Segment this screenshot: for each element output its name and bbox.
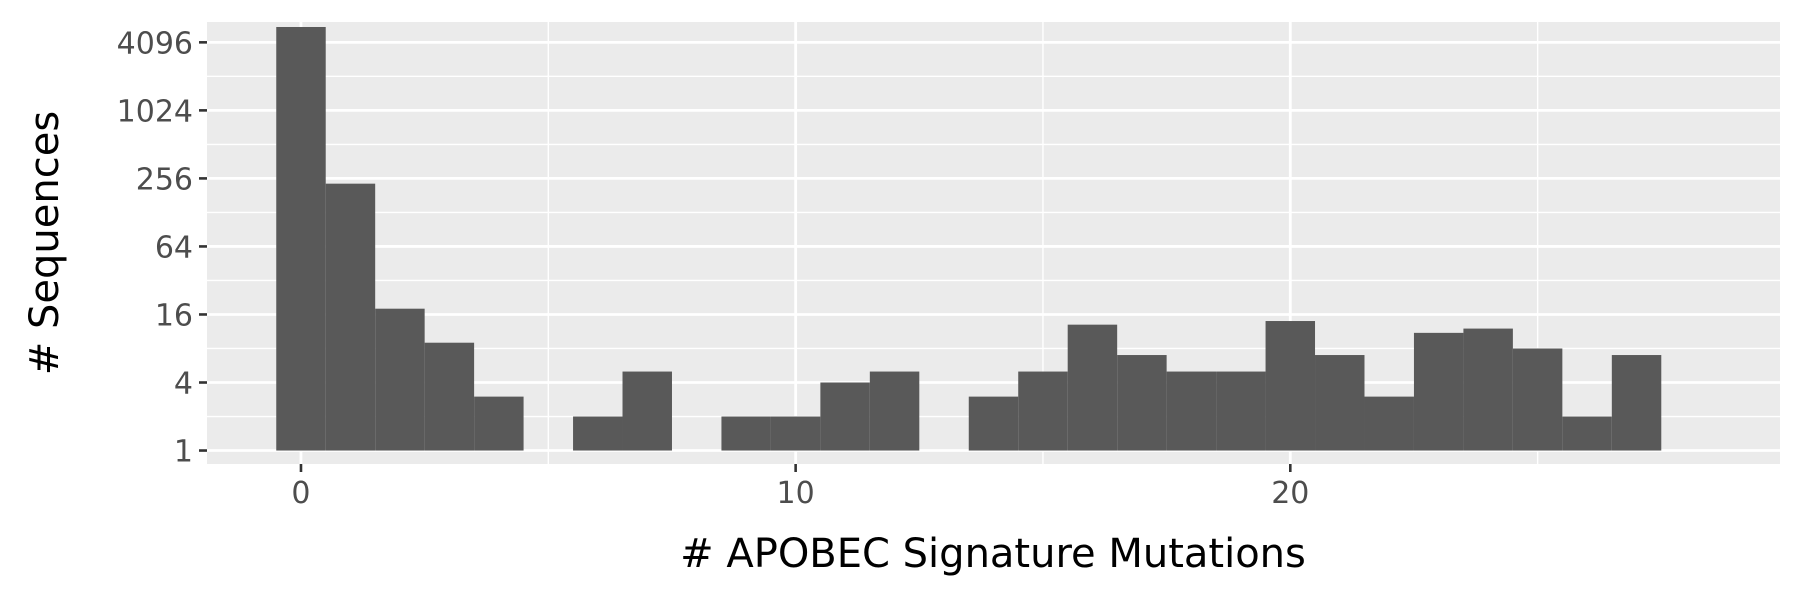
histogram-bar (1216, 371, 1266, 451)
histogram-bar (1117, 355, 1167, 451)
y-tick-label: 64 (155, 230, 193, 265)
histogram-bar (869, 371, 920, 451)
histogram-bar (1018, 371, 1068, 451)
histogram-bar (1463, 328, 1513, 451)
histogram-bar (325, 183, 376, 451)
histogram-bar (820, 382, 870, 451)
histogram-bar (1315, 355, 1365, 451)
y-tick-label: 4096 (117, 26, 193, 61)
histogram-bar (622, 371, 672, 451)
x-axis-title: # APOBEC Signature Mutations (680, 531, 1306, 577)
histogram-bar (573, 416, 623, 451)
histogram-bar (968, 396, 1019, 451)
histogram-bar (1364, 396, 1414, 451)
x-tick-label: 0 (291, 476, 310, 511)
axes: 0 10 20 1 4 16 64 256 1024 4096 (117, 26, 1310, 511)
y-tick-label: 256 (136, 162, 193, 197)
bars (276, 26, 1662, 451)
y-tick-label: 1024 (117, 94, 193, 129)
histogram-bar (1265, 321, 1316, 451)
histogram-bar (1067, 324, 1118, 451)
histogram-bar (1166, 371, 1217, 451)
y-tick-label: 16 (155, 298, 193, 333)
x-tick-label: 10 (777, 476, 815, 511)
histogram-bar (1611, 355, 1662, 451)
histogram-bar (1512, 348, 1563, 451)
y-tick-label: 4 (174, 367, 193, 402)
histogram-bar (424, 342, 475, 451)
histogram-bar (1413, 332, 1464, 451)
x-tick-label: 20 (1271, 476, 1309, 511)
histogram-bar (375, 308, 425, 451)
histogram-bar (276, 26, 326, 451)
histogram-bar (474, 396, 524, 451)
y-tick-label: 1 (174, 435, 193, 470)
histogram-bar (721, 416, 771, 451)
y-axis-title: # Sequences (22, 111, 68, 375)
histogram-bar (1562, 416, 1612, 451)
histogram-bar (770, 416, 821, 451)
